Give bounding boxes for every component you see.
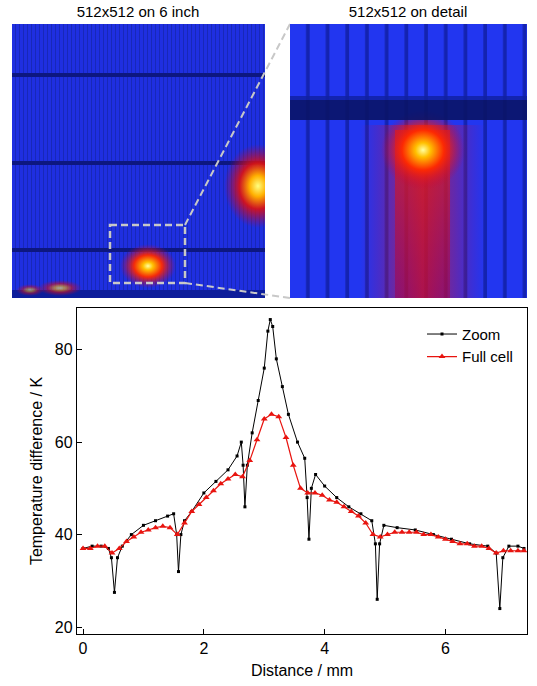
svg-text:60: 60 [55,434,73,451]
svg-text:Full cell: Full cell [462,348,513,365]
svg-text:Distance / mm: Distance / mm [251,662,353,679]
svg-text:512x512 on detail: 512x512 on detail [349,3,467,20]
svg-text:512x512 on 6 inch: 512x512 on 6 inch [77,3,200,20]
svg-text:40: 40 [55,526,73,543]
svg-text:Zoom: Zoom [462,326,500,343]
svg-text:80: 80 [55,341,73,358]
svg-text:4: 4 [320,640,329,657]
svg-text:2: 2 [199,640,208,657]
svg-text:6: 6 [441,640,450,657]
svg-text:Temperature difference / K: Temperature difference / K [28,377,45,566]
svg-text:20: 20 [55,619,73,636]
svg-text:0: 0 [79,640,88,657]
